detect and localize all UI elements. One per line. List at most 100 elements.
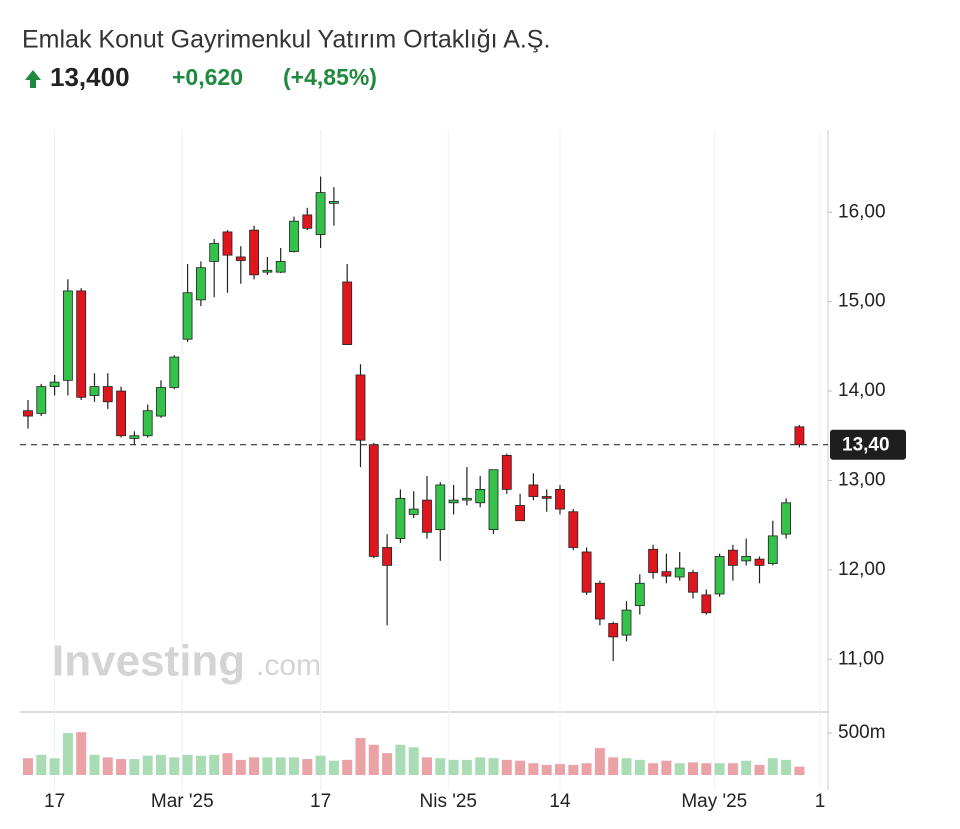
x-tick-label: 1	[815, 791, 826, 812]
candle-body	[541, 496, 552, 499]
volume-bar	[395, 744, 406, 775]
volume-bar	[235, 759, 246, 775]
volume-bar	[608, 757, 619, 775]
x-tick-label: Mar '25	[151, 791, 214, 812]
candle-body	[182, 292, 193, 340]
candle-body	[156, 387, 166, 417]
candle-body	[116, 390, 126, 437]
volume-bar	[461, 759, 472, 775]
volume-bar	[102, 757, 113, 775]
volume-bar	[315, 755, 326, 775]
candle-body	[581, 551, 592, 593]
candle-body	[89, 386, 100, 396]
last-price-label: 13,40	[842, 435, 890, 456]
volume-bar	[568, 764, 579, 775]
up-arrow	[25, 70, 41, 88]
candle-body	[262, 269, 273, 273]
candle-body	[608, 623, 619, 638]
candle-body	[714, 556, 725, 595]
candle-body	[461, 497, 472, 501]
candle-body	[129, 435, 140, 439]
volume-bar	[169, 757, 180, 775]
volume-bar	[435, 758, 446, 775]
watermark: Investing	[52, 637, 245, 686]
candle-body	[674, 567, 685, 578]
volume-bar	[714, 763, 725, 775]
volume-bar	[275, 757, 286, 775]
watermark-suffix: .com	[256, 649, 321, 682]
volume-bar	[754, 764, 765, 775]
volume-bar	[408, 747, 419, 775]
volume-bar	[767, 758, 778, 775]
change: +0,620	[172, 64, 243, 90]
volume-bar	[76, 732, 87, 775]
candle-body	[49, 381, 60, 387]
volume-bar	[49, 758, 60, 775]
candle-body	[501, 455, 512, 490]
volume-bar	[488, 758, 499, 775]
x-tick-label: Nis '25	[420, 791, 477, 812]
volume-bar	[674, 763, 685, 775]
change-percent: (+4,85%)	[283, 64, 377, 90]
candle-body	[102, 386, 113, 403]
volume-bar	[129, 759, 140, 775]
volume-bar	[581, 763, 592, 775]
candle-body	[328, 201, 339, 204]
volume-bar	[195, 755, 206, 775]
candle-body	[555, 488, 565, 510]
candle-body	[395, 497, 406, 539]
candle-body	[568, 511, 579, 548]
candle-body	[368, 444, 379, 557]
candle-body	[661, 571, 672, 577]
volume-bar	[355, 738, 366, 775]
volume-bar	[142, 755, 153, 775]
volume-bar	[328, 760, 339, 775]
candle-body	[222, 231, 233, 256]
y-tick-label: 12,00	[838, 559, 886, 580]
candle-body	[754, 558, 765, 566]
candle-body	[275, 261, 286, 273]
candle-body	[781, 502, 792, 535]
volume-bar	[448, 759, 459, 775]
volume-bar	[382, 753, 393, 775]
volume-bar	[155, 754, 166, 775]
candle-body	[36, 386, 47, 414]
volume-bar	[368, 744, 379, 775]
candle-body	[488, 469, 499, 531]
candle-body	[648, 548, 658, 573]
candle-body	[342, 281, 353, 345]
candle-body	[621, 609, 632, 636]
volume-bar	[781, 759, 792, 775]
volume-bar	[36, 754, 47, 775]
y-tick-label: 15,00	[838, 291, 886, 312]
candle-body	[408, 508, 419, 515]
volume-bar	[701, 763, 712, 775]
last-price-box	[830, 429, 906, 460]
candle-body	[382, 547, 392, 566]
volume-bar	[794, 766, 805, 775]
y-tick-label: 500m	[838, 722, 886, 743]
y-tick-label: 13,00	[838, 469, 886, 490]
volume-bar	[249, 757, 260, 775]
volume-bar	[515, 760, 526, 775]
candle-body	[23, 410, 33, 417]
volume-bar	[342, 759, 353, 775]
volume-bar	[116, 759, 127, 775]
candle-body	[701, 594, 712, 614]
volume-bar	[634, 759, 645, 775]
candle-body	[475, 488, 486, 504]
volume-bar	[528, 763, 539, 775]
volume-bar	[421, 757, 432, 775]
volume-bar	[262, 757, 273, 775]
volume-bar	[741, 760, 752, 775]
volume-bar	[209, 754, 220, 775]
candle-body	[794, 426, 805, 446]
x-tick-label: 17	[44, 791, 65, 812]
volume-bar	[222, 753, 233, 775]
volume-bar	[22, 758, 33, 775]
volume-bar	[541, 764, 552, 775]
candle-body	[195, 267, 206, 301]
candle-body	[422, 499, 432, 533]
volume-bar	[554, 764, 565, 775]
